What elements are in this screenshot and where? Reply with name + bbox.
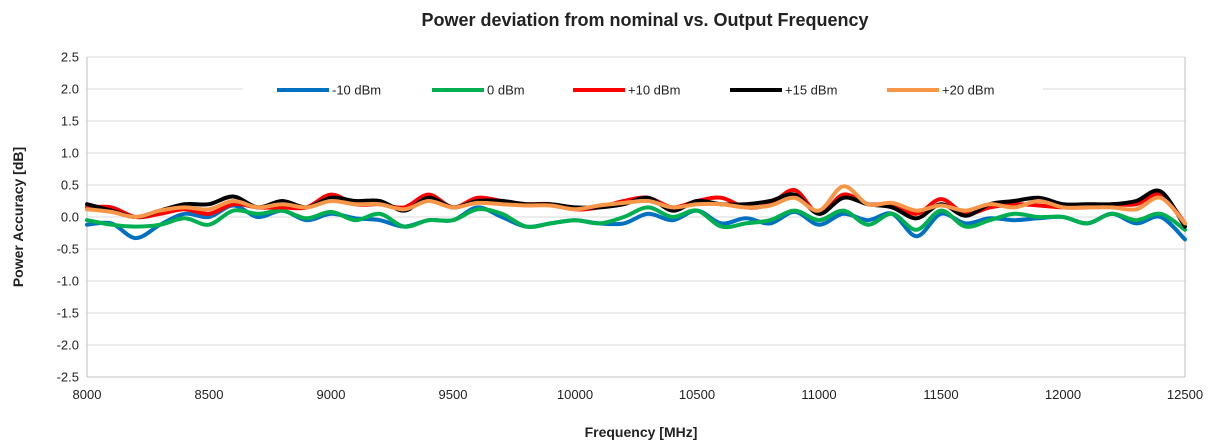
legend-label: 0 dBm <box>487 83 525 98</box>
x-tick-label: 11000 <box>801 387 836 402</box>
legend-label: +20 dBm <box>942 83 994 98</box>
x-tick-label: 10000 <box>557 387 593 402</box>
x-tick-label: 9500 <box>439 387 468 402</box>
x-axis-label: Frequency [MHz] <box>585 424 698 440</box>
legend-label: +10 dBm <box>628 83 680 98</box>
y-tick-label: 0.5 <box>61 178 79 193</box>
x-tick-label: 10500 <box>679 387 715 402</box>
chart-title: Power deviation from nominal vs. Output … <box>421 10 868 30</box>
series-line-1 <box>85 205 1187 232</box>
x-tick-label: 11500 <box>923 387 958 402</box>
y-tick-label: 1.5 <box>61 114 79 129</box>
tick-labels: -2.5 -2.0 -1.5 -1.0 -0.5 0.0 0.5 1.0 1.5 2.0 2.5 80… <box>57 50 1203 403</box>
y-tick-label: 1.0 <box>61 146 79 161</box>
x-tick-label: 12500 <box>1167 387 1203 402</box>
legend: -10 dBm 0 dBm +10 dBm +15 dBm +20 dBm <box>243 76 1043 104</box>
y-tick-label: -1.5 <box>57 306 79 321</box>
x-tick-label: 9000 <box>317 387 346 402</box>
y-tick-label: 2.0 <box>61 82 79 97</box>
series-line-4 <box>85 184 1187 226</box>
series-layer <box>85 184 1187 242</box>
y-tick-label: -0.5 <box>57 242 79 257</box>
y-tick-label: -2.5 <box>57 370 79 385</box>
legend-label: -10 dBm <box>332 83 381 98</box>
y-tick-label: 2.5 <box>61 50 79 65</box>
legend-label: +15 dBm <box>785 83 837 98</box>
x-tick-label: 8500 <box>195 387 224 402</box>
x-tick-label: 8000 <box>73 387 102 402</box>
y-tick-label: 0.0 <box>61 210 79 225</box>
x-tick-label: 12000 <box>1045 387 1081 402</box>
y-tick-label: -1.0 <box>57 274 79 289</box>
y-tick-label: -2.0 <box>57 338 79 353</box>
y-axis-label: Power Accuracy [dB] <box>10 147 26 287</box>
